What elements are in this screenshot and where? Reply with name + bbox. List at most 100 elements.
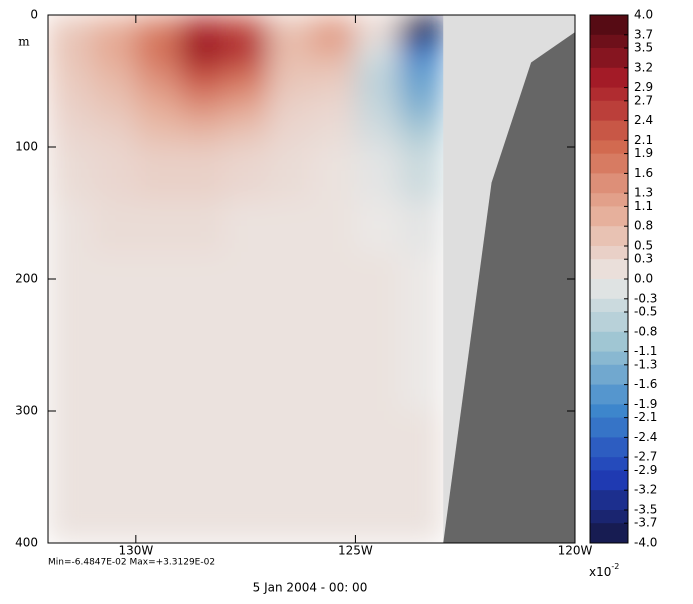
x-tick-label: 120W: [558, 544, 593, 558]
field-cell: [267, 41, 312, 56]
colorbar-tick-label: 2.7: [634, 93, 653, 107]
field-cell: [355, 54, 400, 69]
stats: Min=-6.4847E-02 Max=+3.3129E-02: [48, 558, 215, 568]
y-tick-label: 0: [30, 8, 38, 22]
field-cell: [179, 41, 225, 56]
colorbar-tick-label: 1.1: [634, 199, 653, 213]
field-cell: [135, 54, 181, 69]
field-cell: [91, 411, 137, 543]
y-tick-label: 400: [15, 536, 38, 550]
field-cell: [399, 199, 444, 254]
field-cell: [399, 28, 444, 42]
colorbar-tick-label: -2.1: [634, 410, 657, 424]
colorbar-tick-label: -1.6: [634, 377, 657, 391]
colorbar-segment: [590, 48, 628, 69]
field-cell: [311, 15, 356, 29]
field-cell: [48, 67, 93, 95]
y-tick-label: 300: [15, 404, 38, 418]
field-cell: [48, 147, 93, 201]
colorbar-tick-label: -1.3: [634, 357, 657, 371]
colorbar-tick-label: 3.7: [634, 27, 653, 41]
field-cell: [399, 147, 444, 201]
colorbar-segment: [590, 523, 628, 544]
field-cell: [48, 15, 93, 29]
field-cell: [135, 28, 181, 42]
colorbar-exponent: -2: [611, 562, 619, 571]
field-cell: [399, 94, 444, 122]
field-cell: [267, 28, 312, 42]
colorbar-tick-label: -1.1: [634, 344, 657, 358]
colorbar-tick-label: 3.2: [634, 60, 653, 74]
field-cell: [91, 199, 137, 254]
field-cell: [91, 41, 137, 56]
field-cell: [355, 411, 400, 543]
x-tick-label: 130W: [118, 544, 153, 558]
field-cell: [223, 54, 269, 69]
colorbar-segment: [590, 206, 628, 227]
colorbar-segment: [590, 331, 628, 353]
colorbar-segment: [590, 226, 628, 247]
field-cell: [311, 67, 356, 95]
colorbar-tick-label: 1.6: [634, 166, 653, 180]
field-cell: [135, 147, 181, 201]
field-cell: [267, 15, 312, 29]
field-cell: [223, 94, 269, 122]
field-cell: [179, 199, 225, 254]
colorbar-tick-label: 4.0: [634, 8, 653, 22]
colorbar-segment: [590, 246, 628, 260]
colorbar-segment: [590, 87, 628, 102]
field-cell: [223, 147, 269, 201]
colorbar-tick-label: -3.2: [634, 483, 657, 497]
field-cell: [267, 120, 312, 148]
field-cell: [267, 54, 312, 69]
colorbar-segment: [590, 173, 628, 194]
field-cell: [311, 147, 356, 201]
field-cell: [355, 120, 400, 148]
colorbar-segment: [590, 470, 628, 491]
colorbar-segment: [590, 364, 628, 386]
field-cell: [179, 411, 225, 543]
x-tick-label: 125W: [338, 544, 373, 558]
field-cell: [48, 120, 93, 148]
field-cell: [179, 252, 225, 412]
colorbar-tick-label: -4.0: [634, 536, 657, 550]
field-cell: [91, 94, 137, 122]
colorbar-tick-label: -0.5: [634, 305, 657, 319]
colorbar-segment: [590, 457, 628, 471]
field-cell: [135, 252, 181, 412]
field-cell: [399, 252, 444, 412]
colorbar-tick-label: -0.3: [634, 291, 657, 305]
field-cell: [135, 15, 181, 29]
field-cell: [48, 28, 93, 42]
colorbar-segment: [590, 67, 628, 89]
colorbar-tick-label: 2.1: [634, 133, 653, 147]
field-cell: [135, 199, 181, 254]
field-cell: [355, 252, 400, 412]
colorbar-segment: [590, 193, 628, 207]
field-cell: [311, 28, 356, 42]
colorbar-tick-label: -2.4: [634, 430, 657, 444]
colorbar-tick-label: 1.3: [634, 186, 653, 200]
field-cell: [399, 67, 444, 95]
field-cell: [311, 120, 356, 148]
bathymetry: [443, 32, 575, 543]
field-cell: [179, 94, 225, 122]
field-cell: [311, 252, 356, 412]
colorbar-tick-label: -2.7: [634, 450, 657, 464]
y-tick-label: 100: [15, 140, 38, 154]
colorbar-segment: [590, 404, 628, 419]
colorbar-segment: [590, 153, 628, 174]
field-cell: [311, 199, 356, 254]
field: [48, 15, 444, 543]
colorbar-tick-label: -1.9: [634, 397, 657, 411]
field-cell: [355, 28, 400, 42]
field-cell: [179, 147, 225, 201]
colorbar-segment: [590, 140, 628, 155]
colorbar-segment: [590, 15, 628, 36]
field-cell: [135, 120, 181, 148]
field-cell: [355, 147, 400, 201]
field-cell: [311, 94, 356, 122]
colorbar-segment: [590, 312, 628, 333]
field-cell: [48, 252, 93, 412]
colorbar-tick-label: -3.7: [634, 516, 657, 530]
